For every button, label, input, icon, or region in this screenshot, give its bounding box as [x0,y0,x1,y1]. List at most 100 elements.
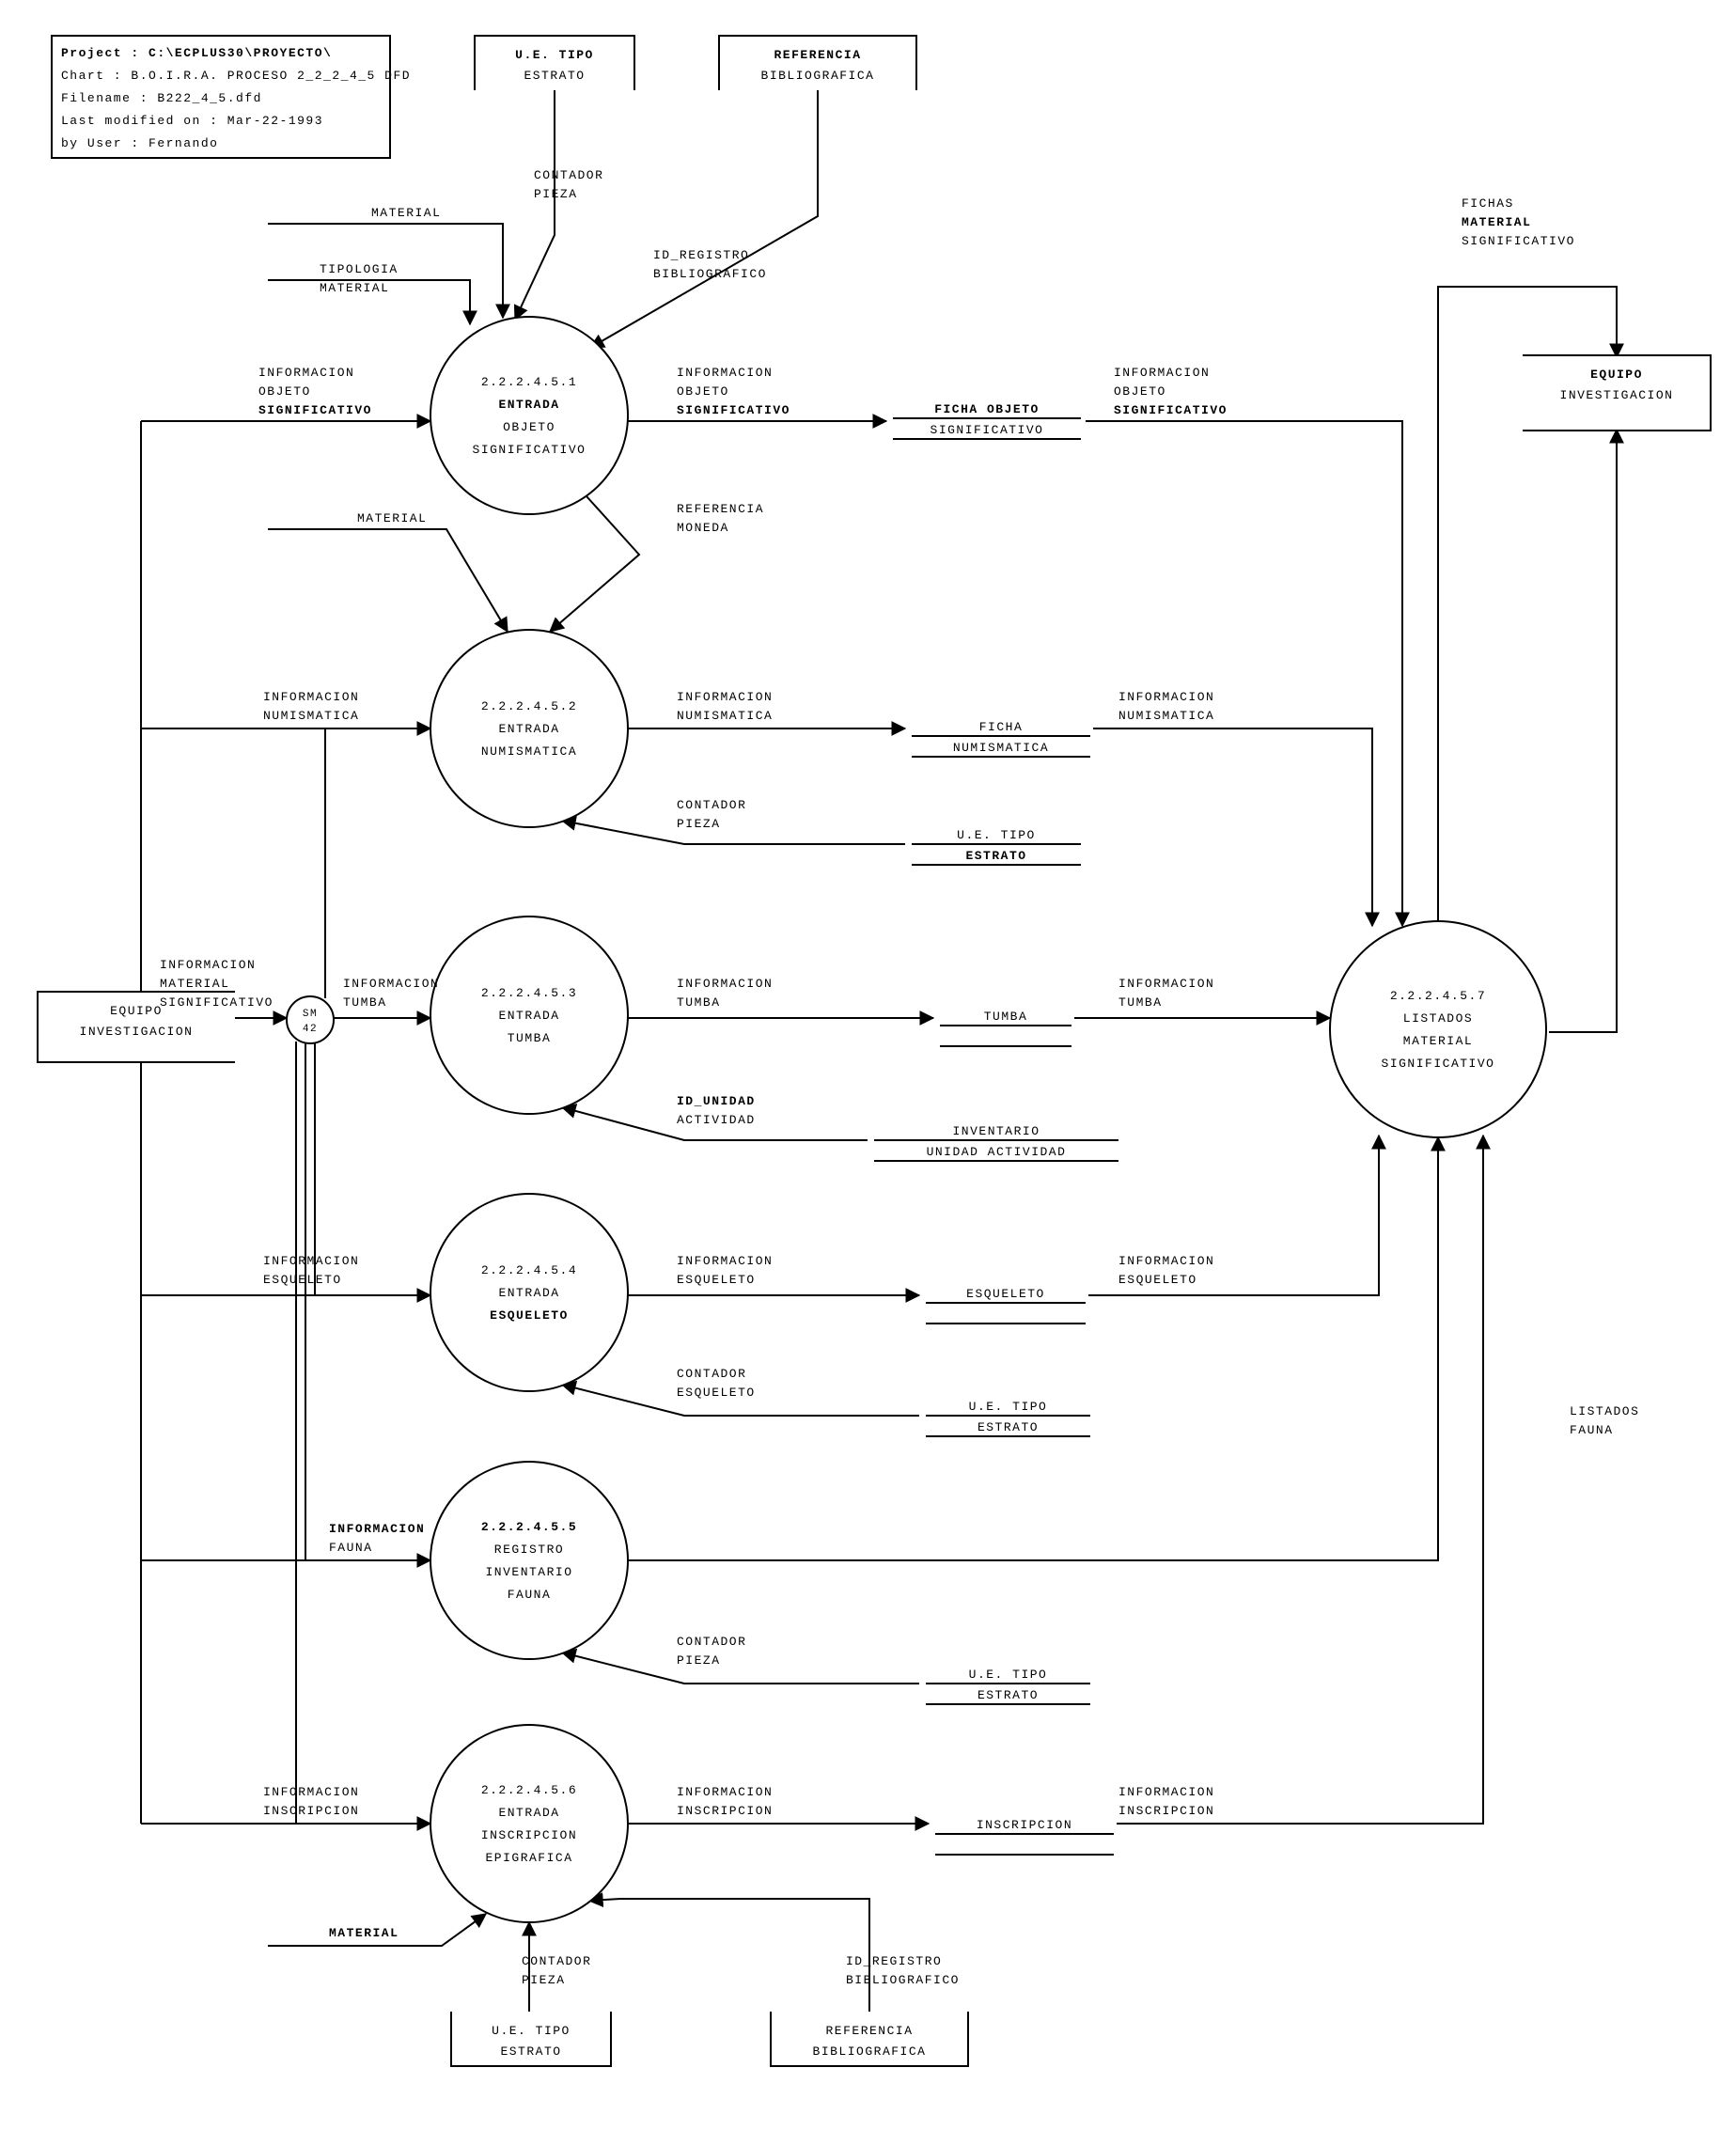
p7 [1330,921,1546,1137]
flow-label-2-0: CONTADOR [534,168,603,182]
data-flow-diagram: Project : C:\ECPLUS30\PROYECTO\Chart : B… [0,0,1736,2146]
flow-label-26-1: INSCRIPCION [263,1804,359,1818]
flow-label-1-1: MATERIAL [320,281,389,295]
p3-line-0: ENTRADA [498,1009,559,1023]
sm42-line-0: SM [303,1009,318,1020]
flow-label-7-0: FICHAS [1462,196,1514,211]
flow-label-10-0: INFORMACION [263,690,359,704]
flow-label-20-0: INFORMACION [677,1254,773,1268]
flow-label-19-0: INFORMACION [263,1254,359,1268]
flow-label-14-2: SIGNIFICATIVO [160,995,274,1010]
flow-label-9-1: MONEDA [677,521,729,535]
flow-label-2-1: PIEZA [534,187,578,201]
flow-label-7-1: MATERIAL [1462,215,1531,229]
p2-line-0: ENTRADA [498,722,559,736]
p6-line-2: EPIGRAFICA [485,1851,572,1865]
flow-label-17-0: INFORMACION [1118,977,1214,991]
p4-code: 2.2.2.4.5.4 [481,1263,577,1277]
p1-code: 2.2.2.4.5.1 [481,375,577,389]
flow-label-16-0: INFORMACION [677,977,773,991]
s-ue-estrato3-label-bot: ESTRATO [977,1688,1039,1702]
s-ue-estrato2-label-bot: ESTRATO [977,1420,1039,1434]
ext-ref-biblio-bot-line-1: BIBLIOGRAFICA [813,2044,927,2059]
flow-label-23-0: INFORMACION [329,1522,425,1536]
ext-ref-biblio-top-line-1: BIBLIOGRAFICA [761,69,875,83]
flow-label-6-1: OBJETO [1114,384,1166,399]
flow-label-13-1: PIEZA [677,817,721,831]
flow-label-5-1: OBJETO [677,384,729,399]
p3-code: 2.2.2.4.5.3 [481,986,577,1000]
ext-equipo-inv-left-line-1: INVESTIGACION [80,1025,194,1039]
flow-label-4-2: SIGNIFICATIVO [258,403,372,417]
p7-line-2: SIGNIFICATIVO [1382,1057,1495,1071]
p5-code: 2.2.2.4.5.5 [481,1520,577,1534]
flow-label-12-1: NUMISMATICA [1118,709,1214,723]
ext-equipo-inv-right-line-1: INVESTIGACION [1560,388,1674,402]
flow-label-16-1: TUMBA [677,995,721,1010]
sm42 [287,996,334,1043]
flow-label-21-1: ESQUELETO [1118,1273,1197,1287]
flow-label-7-2: SIGNIFICATIVO [1462,234,1575,248]
flow-label-3-0: ID_REGISTRO [653,248,749,262]
p4-line-1: ESQUELETO [490,1308,569,1323]
flow-label-18-1: ACTIVIDAD [677,1113,756,1127]
ext-ue-tipo-top-line-0: U.E. TIPO [515,48,594,62]
flow-label-11-0: INFORMACION [677,690,773,704]
sm42-line-1: 42 [303,1024,318,1035]
ext-equipo-inv-right-line-0: EQUIPO [1590,368,1643,382]
flow-label-25-1: FAUNA [1570,1423,1614,1437]
s-ue-estrato3-label-top: U.E. TIPO [969,1668,1048,1682]
s-inscripcion-label-top: INSCRIPCION [977,1818,1072,1832]
flow-label-11-1: NUMISMATICA [677,709,773,723]
header-line-3: Last modified on : Mar-22-1993 [61,114,323,128]
p6-code: 2.2.2.4.5.6 [481,1783,577,1797]
p6 [430,1725,628,1922]
flow-label-6-0: INFORMACION [1114,366,1210,380]
s-tumba-label-top: TUMBA [984,1010,1028,1024]
flow-label-31-0: ID_REGISTRO [846,1954,942,1968]
flow-label-18-0: ID_UNIDAD [677,1094,756,1108]
header-line-1: Chart : B.O.I.R.A. PROCESO 2_2_2_4_5 DFD [61,69,411,83]
flow-label-4-1: OBJETO [258,384,311,399]
s-ficha-obj-label-top: FICHA OBJETO [934,402,1040,416]
p2-code: 2.2.2.4.5.2 [481,699,577,713]
header-line-4: by User : Fernando [61,136,218,150]
flow-label-10-1: NUMISMATICA [263,709,359,723]
flow-label-19-1: ESQUELETO [263,1273,342,1287]
p1-line-0: ENTRADA [498,398,559,412]
p7-line-0: LISTADOS [1403,1011,1473,1026]
p3-line-1: TUMBA [508,1031,552,1045]
p1 [430,317,628,514]
s-ficha-obj-label-bot: SIGNIFICATIVO [931,423,1044,437]
s-inv-ua-label-bot: UNIDAD ACTIVIDAD [927,1145,1067,1159]
ext-ue-tipo-bot-line-0: U.E. TIPO [492,2024,571,2038]
flow-label-5-2: SIGNIFICATIVO [677,403,790,417]
flow-label-13-0: CONTADOR [677,798,746,812]
p1-line-1: OBJETO [503,420,555,434]
flow-label-28-1: INSCRIPCION [1118,1804,1214,1818]
flow-label-27-1: INSCRIPCION [677,1804,773,1818]
flow-label-30-0: CONTADOR [522,1954,591,1968]
flow-label-14-0: INFORMACION [160,958,256,972]
s-esqueleto-label-top: ESQUELETO [966,1287,1045,1301]
p5-line-0: REGISTRO [494,1543,564,1557]
p5 [430,1462,628,1659]
flow-label-0-0: MATERIAL [371,206,441,220]
p6-line-1: INSCRIPCION [481,1828,577,1842]
flow-label-20-1: ESQUELETO [677,1273,756,1287]
flow-label-15-0: INFORMACION [343,977,439,991]
s-inv-ua-label-top: INVENTARIO [952,1124,1040,1138]
flow-label-24-0: CONTADOR [677,1635,746,1649]
flow-label-25-0: LISTADOS [1570,1404,1639,1418]
flow-label-4-0: INFORMACION [258,366,354,380]
s-ue-estrato1-label-bot: ESTRATO [965,849,1026,863]
p4-line-0: ENTRADA [498,1286,559,1300]
flow-label-8-0: MATERIAL [357,511,427,525]
flow-label-29-0: MATERIAL [329,1926,399,1940]
flow-label-31-1: BIBLIOGRAFICO [846,1973,960,1987]
flow-label-26-0: INFORMACION [263,1785,359,1799]
ext-ref-biblio-bot-line-0: REFERENCIA [825,2024,913,2038]
flow-label-17-1: TUMBA [1118,995,1163,1010]
header-line-2: Filename : B222_4_5.dfd [61,91,262,105]
flow-label-22-0: CONTADOR [677,1367,746,1381]
